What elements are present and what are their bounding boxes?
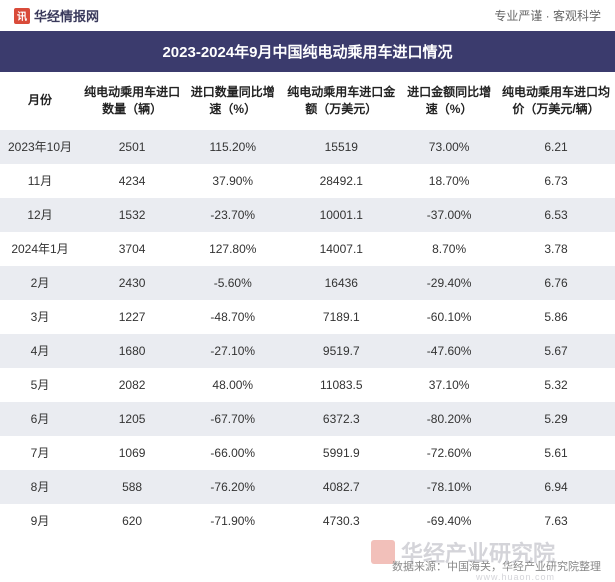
cell-qty_yoy: -27.10% — [184, 334, 281, 368]
table-row: 11月423437.90%28492.118.70%6.73 — [0, 164, 615, 198]
table-row: 2月2430-5.60%16436-29.40%6.76 — [0, 266, 615, 300]
col-header-amt-yoy: 进口金额同比增速（%） — [401, 72, 497, 130]
cell-amt_yoy: -69.40% — [401, 504, 497, 538]
table-row: 9月620-71.90%4730.3-69.40%7.63 — [0, 504, 615, 538]
col-header-avg: 纯电动乘用车进口均价（万美元/辆） — [497, 72, 615, 130]
cell-qty_yoy: 115.20% — [184, 130, 281, 164]
cell-amt_yoy: 18.70% — [401, 164, 497, 198]
cell-amt_yoy: -80.20% — [401, 402, 497, 436]
cell-qty: 2501 — [80, 130, 184, 164]
data-table: 月份 纯电动乘用车进口数量（辆） 进口数量同比增速（%） 纯电动乘用车进口金额（… — [0, 72, 615, 538]
footer-source: 数据来源：中国海关，华经产业研究院整理 — [392, 558, 601, 574]
cell-qty: 3704 — [80, 232, 184, 266]
cell-month: 7月 — [0, 436, 80, 470]
cell-qty_yoy: -48.70% — [184, 300, 281, 334]
table-header-row: 月份 纯电动乘用车进口数量（辆） 进口数量同比增速（%） 纯电动乘用车进口金额（… — [0, 72, 615, 130]
cell-amt_yoy: -37.00% — [401, 198, 497, 232]
table-row: 12月1532-23.70%10001.1-37.00%6.53 — [0, 198, 615, 232]
logo-text: 华经情报网 — [34, 6, 99, 25]
cell-qty: 1205 — [80, 402, 184, 436]
cell-qty: 1532 — [80, 198, 184, 232]
cell-qty_yoy: -67.70% — [184, 402, 281, 436]
cell-month: 9月 — [0, 504, 80, 538]
table-row: 5月208248.00%11083.537.10%5.32 — [0, 368, 615, 402]
cell-avg: 6.76 — [497, 266, 615, 300]
cell-amt_yoy: -72.60% — [401, 436, 497, 470]
cell-qty_yoy: 127.80% — [184, 232, 281, 266]
cell-amt_yoy: -29.40% — [401, 266, 497, 300]
tagline: 专业严谨 · 客观科学 — [494, 7, 601, 24]
cell-month: 2024年1月 — [0, 232, 80, 266]
cell-amt: 14007.1 — [281, 232, 401, 266]
cell-month: 4月 — [0, 334, 80, 368]
cell-month: 12月 — [0, 198, 80, 232]
table-row: 3月1227-48.70%7189.1-60.10%5.86 — [0, 300, 615, 334]
cell-avg: 6.53 — [497, 198, 615, 232]
cell-amt: 5991.9 — [281, 436, 401, 470]
cell-amt_yoy: 73.00% — [401, 130, 497, 164]
cell-amt_yoy: 37.10% — [401, 368, 497, 402]
cell-avg: 5.61 — [497, 436, 615, 470]
col-header-qty-yoy: 进口数量同比增速（%） — [184, 72, 281, 130]
cell-avg: 5.29 — [497, 402, 615, 436]
cell-month: 5月 — [0, 368, 80, 402]
cell-month: 3月 — [0, 300, 80, 334]
cell-avg: 5.86 — [497, 300, 615, 334]
table-row: 6月1205-67.70%6372.3-80.20%5.29 — [0, 402, 615, 436]
cell-amt: 16436 — [281, 266, 401, 300]
cell-amt: 10001.1 — [281, 198, 401, 232]
cell-qty: 1227 — [80, 300, 184, 334]
cell-amt: 4730.3 — [281, 504, 401, 538]
cell-qty_yoy: -76.20% — [184, 470, 281, 504]
cell-amt_yoy: -47.60% — [401, 334, 497, 368]
cell-amt: 4082.7 — [281, 470, 401, 504]
cell-avg: 6.21 — [497, 130, 615, 164]
table-row: 7月1069-66.00%5991.9-72.60%5.61 — [0, 436, 615, 470]
cell-qty: 2082 — [80, 368, 184, 402]
cell-amt: 6372.3 — [281, 402, 401, 436]
cell-qty_yoy: -23.70% — [184, 198, 281, 232]
cell-qty_yoy: 48.00% — [184, 368, 281, 402]
col-header-qty: 纯电动乘用车进口数量（辆） — [80, 72, 184, 130]
cell-month: 11月 — [0, 164, 80, 198]
cell-amt_yoy: 8.70% — [401, 232, 497, 266]
cell-amt: 9519.7 — [281, 334, 401, 368]
cell-month: 6月 — [0, 402, 80, 436]
page-title: 2023-2024年9月中国纯电动乘用车进口情况 — [0, 31, 615, 72]
cell-qty: 588 — [80, 470, 184, 504]
logo-icon: 讯 — [14, 8, 30, 24]
cell-qty_yoy: 37.90% — [184, 164, 281, 198]
cell-month: 2月 — [0, 266, 80, 300]
cell-qty: 2430 — [80, 266, 184, 300]
table-row: 4月1680-27.10%9519.7-47.60%5.67 — [0, 334, 615, 368]
cell-amt: 11083.5 — [281, 368, 401, 402]
cell-month: 8月 — [0, 470, 80, 504]
cell-qty: 1680 — [80, 334, 184, 368]
table-row: 8月588-76.20%4082.7-78.10%6.94 — [0, 470, 615, 504]
cell-avg: 5.67 — [497, 334, 615, 368]
cell-qty_yoy: -5.60% — [184, 266, 281, 300]
cell-avg: 3.78 — [497, 232, 615, 266]
cell-qty: 620 — [80, 504, 184, 538]
table-row: 2024年1月3704127.80%14007.18.70%3.78 — [0, 232, 615, 266]
cell-amt: 15519 — [281, 130, 401, 164]
cell-amt_yoy: -60.10% — [401, 300, 497, 334]
cell-month: 2023年10月 — [0, 130, 80, 164]
col-header-month: 月份 — [0, 72, 80, 130]
cell-qty_yoy: -66.00% — [184, 436, 281, 470]
table-row: 2023年10月2501115.20%1551973.00%6.21 — [0, 130, 615, 164]
cell-avg: 6.73 — [497, 164, 615, 198]
header-bar: 讯 华经情报网 专业严谨 · 客观科学 — [0, 0, 615, 31]
cell-qty: 4234 — [80, 164, 184, 198]
col-header-amt: 纯电动乘用车进口金额（万美元） — [281, 72, 401, 130]
cell-amt: 7189.1 — [281, 300, 401, 334]
logo-area: 讯 华经情报网 — [14, 6, 99, 25]
cell-qty_yoy: -71.90% — [184, 504, 281, 538]
cell-amt: 28492.1 — [281, 164, 401, 198]
cell-qty: 1069 — [80, 436, 184, 470]
cell-amt_yoy: -78.10% — [401, 470, 497, 504]
cell-avg: 6.94 — [497, 470, 615, 504]
cell-avg: 7.63 — [497, 504, 615, 538]
cell-avg: 5.32 — [497, 368, 615, 402]
